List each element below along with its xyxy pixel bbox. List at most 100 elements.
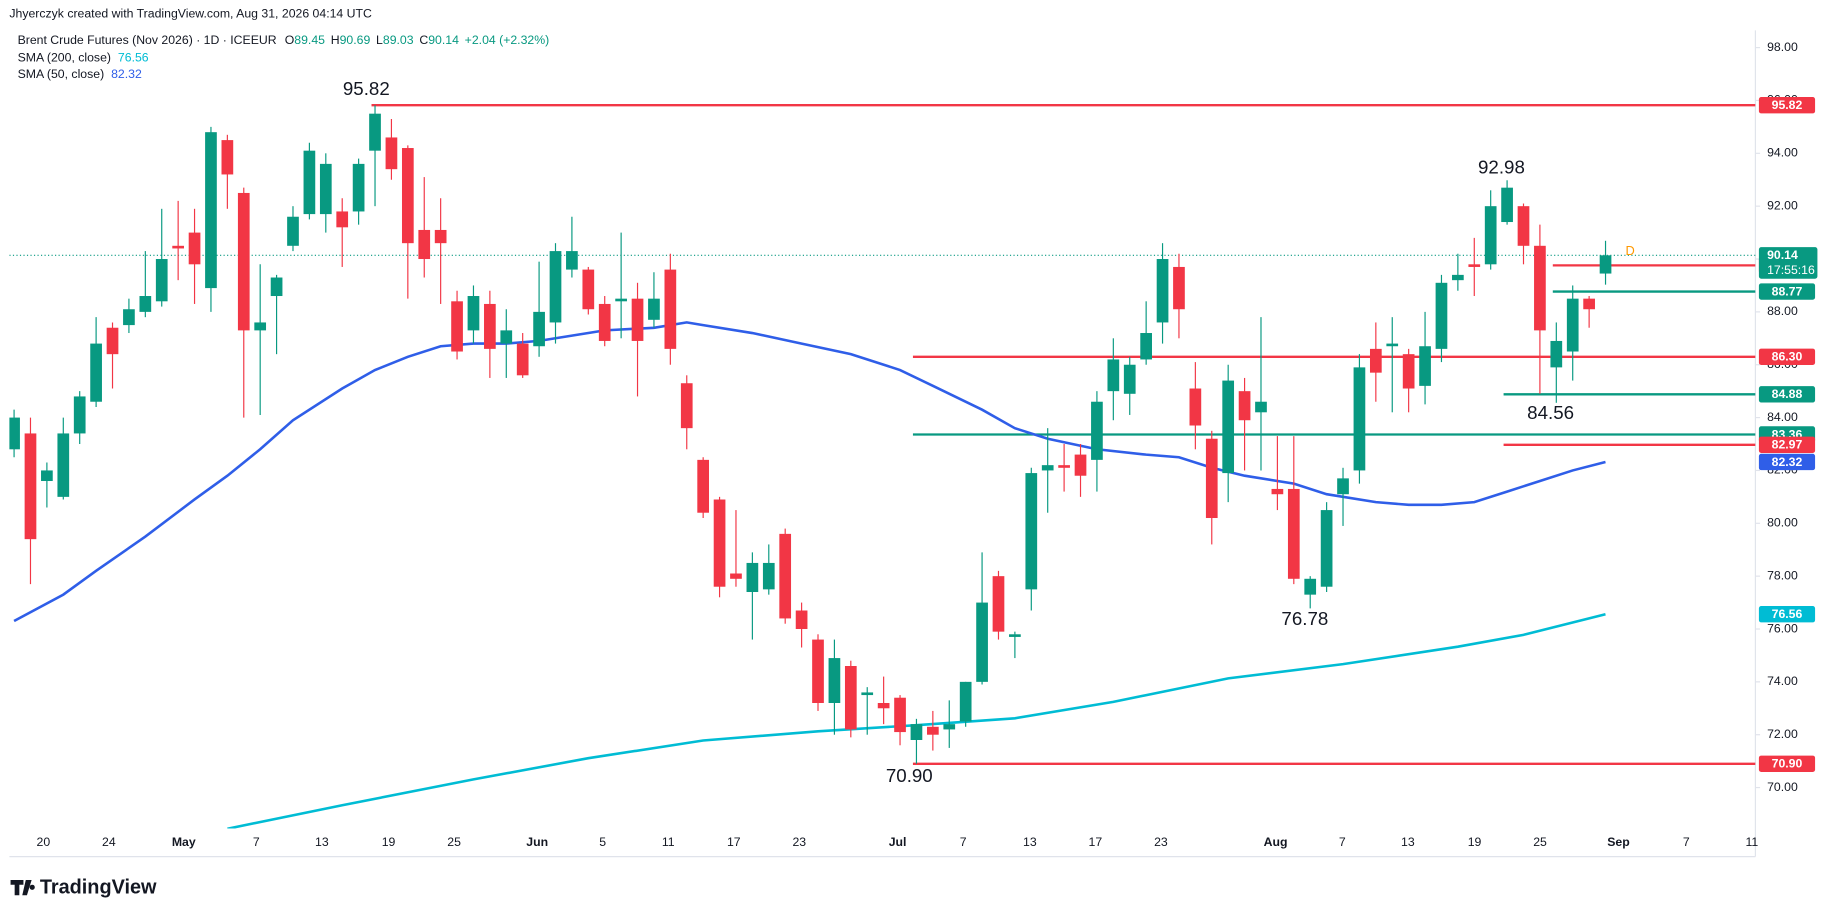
- ohlc-letter: O: [285, 33, 295, 47]
- countdown: 17:55:16: [1767, 263, 1815, 277]
- y-tick-label: 80.00: [1767, 516, 1798, 530]
- ohlc-value: 90.69: [340, 33, 371, 47]
- x-tick-label: 11: [662, 835, 675, 849]
- indicator-label: 82.32: [1772, 455, 1803, 469]
- candle-body: [57, 433, 70, 497]
- candle-body: [90, 343, 102, 402]
- sma-line: [13, 321, 1606, 623]
- level-label: 82.97: [1772, 438, 1803, 452]
- level-label-bg: [1758, 755, 1816, 772]
- candle-body: [713, 499, 726, 587]
- candle-body: [1517, 206, 1530, 246]
- x-tick-label: 17: [1089, 835, 1103, 849]
- annotation: 92.98: [1478, 156, 1525, 177]
- x-tick-label: 23: [1154, 835, 1168, 849]
- candle-body: [73, 396, 86, 434]
- candle-body: [1041, 465, 1054, 471]
- candle-body: [106, 327, 119, 355]
- x-tick-label: 7: [1339, 835, 1346, 849]
- candle-body: [155, 259, 168, 302]
- candle-body: [1173, 266, 1185, 310]
- level-label-bg: [1758, 386, 1816, 403]
- candle-body: [1369, 348, 1382, 373]
- candle-body: [1238, 391, 1251, 421]
- overlay: 70.0072.0074.0076.0078.0080.0082.0084.00…: [37, 40, 1818, 849]
- y-tick-label: 92.00: [1767, 198, 1798, 212]
- candle-body: [1074, 454, 1087, 476]
- candle-body: [139, 296, 152, 312]
- candle-body: [894, 697, 906, 733]
- level-label-bg: [1758, 97, 1816, 114]
- candle-body: [1419, 346, 1431, 386]
- candle-body: [24, 433, 37, 540]
- level-label: 88.77: [1772, 284, 1803, 298]
- x-tick-label: 5: [599, 835, 606, 849]
- candle-body: [418, 229, 431, 260]
- logo-icon: [10, 880, 35, 896]
- candle-body: [976, 602, 988, 682]
- candle-body: [762, 562, 775, 590]
- candle-body: [1058, 465, 1070, 468]
- candle-body: [369, 113, 381, 151]
- candle-body: [385, 137, 398, 170]
- indicator-name: SMA (50, close): [18, 67, 105, 81]
- candle-body: [1583, 298, 1595, 310]
- candle-body: [188, 232, 201, 265]
- annotation: 84.56: [1527, 402, 1574, 423]
- indicator-label-bg: [1758, 606, 1816, 623]
- candle-body: [41, 470, 53, 482]
- candle-body: [221, 140, 234, 175]
- change: +2.04 (+2.32%): [465, 33, 550, 47]
- candle-body: [697, 459, 710, 513]
- candle-body: [795, 610, 808, 630]
- y-tick-label: 78.00: [1767, 568, 1798, 582]
- x-tick-label: 24: [102, 835, 116, 849]
- candle-body: [237, 192, 250, 331]
- level-label: 70.90: [1772, 757, 1803, 771]
- indicator-label: 76.56: [1772, 607, 1803, 621]
- candle-body: [1402, 354, 1415, 389]
- y-tick-label: 98.00: [1767, 40, 1798, 54]
- candle-body: [1304, 578, 1317, 595]
- candle-body: [877, 703, 890, 709]
- candle-body: [1452, 274, 1464, 281]
- candle-body: [467, 296, 480, 331]
- legend-main: Brent Crude Futures (Nov 2026) · 1D · IC…: [18, 33, 550, 47]
- candle-body: [287, 216, 299, 246]
- candle-body: [401, 148, 414, 244]
- x-tick-label: Aug: [1264, 835, 1288, 849]
- candle-body: [205, 132, 217, 289]
- candle-body: [1189, 388, 1202, 426]
- candle-body: [451, 301, 463, 352]
- x-tick-label: 7: [1683, 835, 1690, 849]
- candle-body: [1140, 333, 1152, 360]
- x-tick-label: 25: [1533, 835, 1547, 849]
- y-tick-label: 72.00: [1767, 727, 1798, 741]
- candle-body: [9, 417, 20, 450]
- ohlc-letter: H: [331, 33, 340, 47]
- candle-body: [631, 298, 644, 341]
- plot-area: [9, 104, 1756, 829]
- candle-body: [1156, 259, 1169, 323]
- attribution: Jhyerczyk created with TradingView.com, …: [9, 6, 372, 20]
- candle-body: [730, 573, 742, 579]
- candle-body: [680, 383, 693, 429]
- y-tick-label: 76.00: [1767, 621, 1798, 635]
- x-tick-label: 13: [315, 835, 329, 849]
- y-tick-label: 84.00: [1767, 410, 1798, 424]
- x-tick-label: 25: [447, 835, 461, 849]
- level-label: 95.82: [1772, 98, 1803, 112]
- level-label-bg: [1758, 436, 1816, 453]
- candle-body: [1468, 264, 1481, 267]
- candle-body: [270, 277, 283, 297]
- candle-body: [303, 150, 316, 215]
- candle-body: [861, 692, 874, 696]
- indicator-value: 76.56: [118, 51, 149, 65]
- candle-body: [1484, 206, 1497, 265]
- candle-body: [500, 330, 513, 344]
- ohlc-letter: C: [419, 33, 428, 47]
- brand-logo: TradingView: [10, 876, 157, 898]
- level-label-bg: [1758, 348, 1816, 365]
- y-tick-label: 74.00: [1767, 674, 1798, 688]
